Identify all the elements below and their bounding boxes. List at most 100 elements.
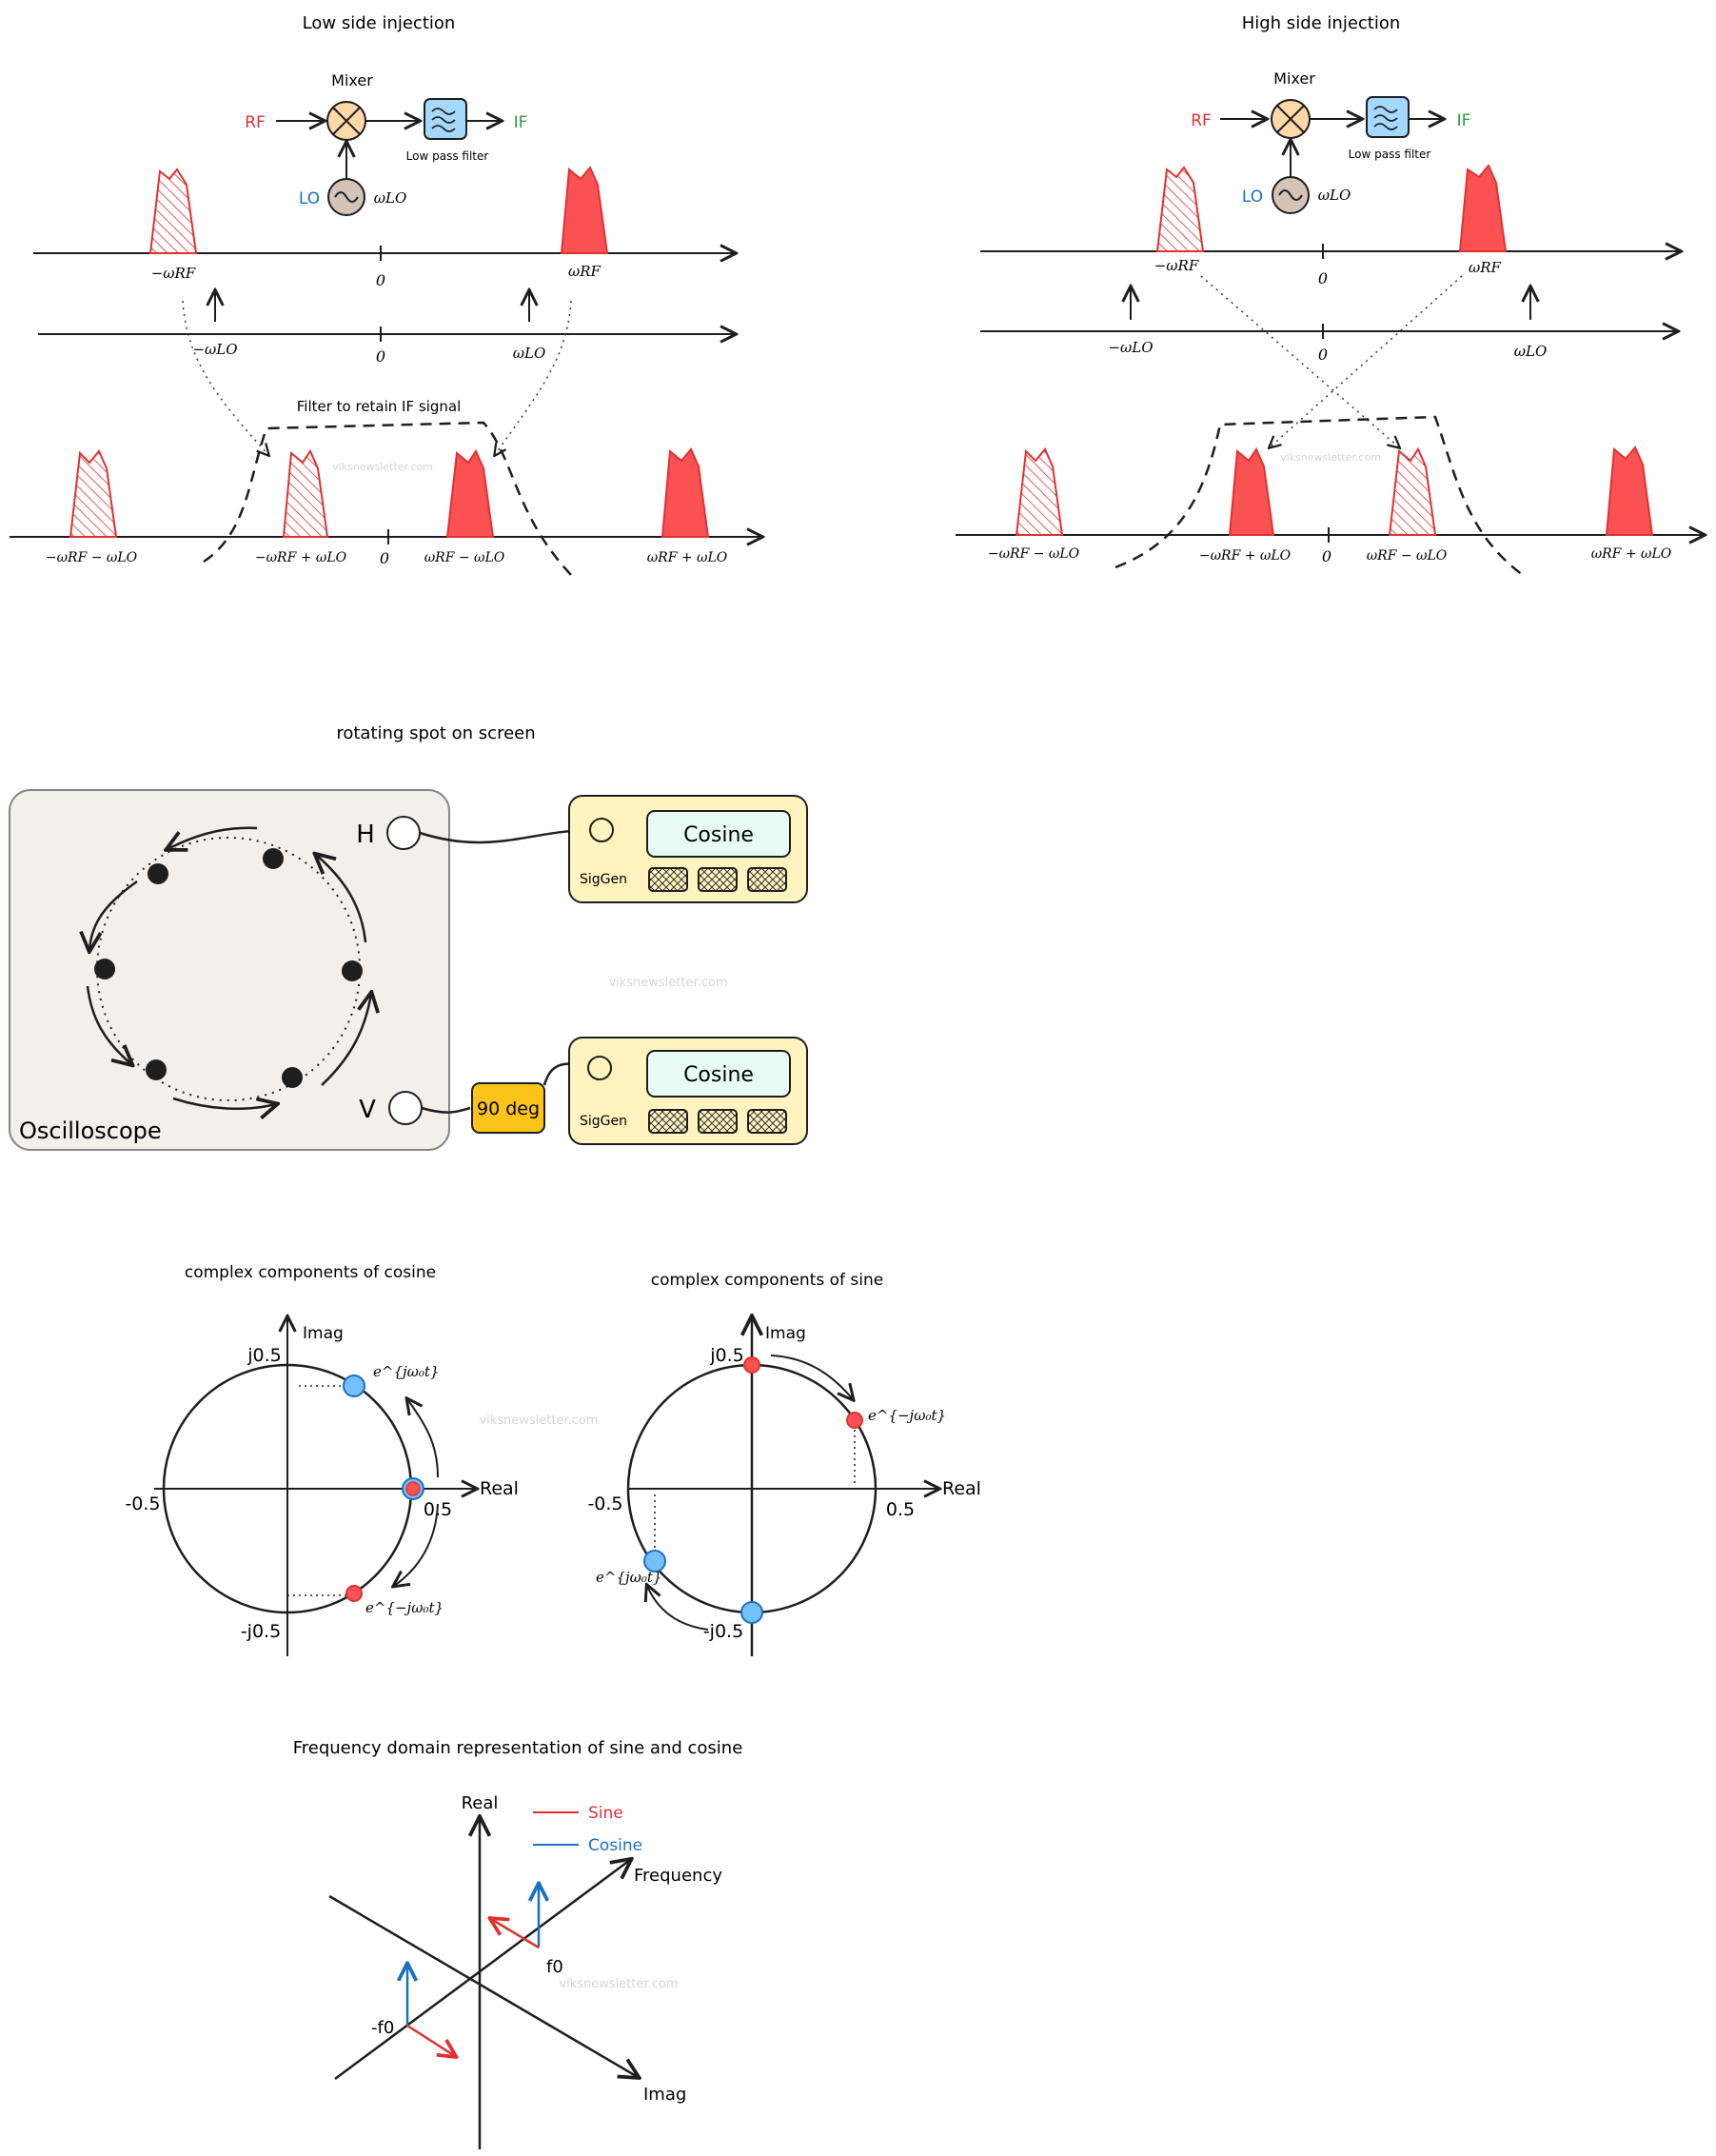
neg-f0-label: -f0: [371, 2018, 394, 2038]
watermark-3: viksnewsletter.com: [608, 976, 727, 990]
phase-label: 90 deg: [477, 1098, 540, 1119]
axis2-zero-label-2: 0: [1318, 346, 1328, 364]
freq-real-label: Real: [462, 1793, 499, 1813]
siggen1-button-1[interactable]: [648, 867, 688, 892]
watermark-2: viksnewsletter.com: [1280, 451, 1381, 464]
axis3-d-label-2: ωRF + ωLO: [1591, 546, 1672, 562]
v-input-label: V: [359, 1096, 376, 1124]
axis2-neg-label-2: −ωLO: [1108, 339, 1153, 356]
rf-label-2: RF: [1191, 111, 1212, 130]
axis2-neg-label: −ωLO: [192, 341, 237, 358]
axis3-a-label-2: −ωRF − ωLO: [988, 546, 1080, 562]
siggen2-button-2[interactable]: [698, 1109, 738, 1134]
siggen2-display: Cosine: [683, 1063, 754, 1087]
sin-pos-label: e^{jω₀t}: [596, 1569, 661, 1586]
axis1-zero-label-2: 0: [1318, 269, 1328, 287]
mixer-label: Mixer: [331, 71, 373, 89]
cos-neg-label: e^{−jω₀t}: [365, 1599, 444, 1616]
watermark-1: viksnewsletter.com: [332, 461, 433, 473]
axis2-pos-label-2: ωLO: [1514, 343, 1548, 360]
h-input-port[interactable]: [386, 816, 421, 850]
siggen2-button-3[interactable]: [747, 1109, 787, 1134]
oscilloscope-label: Oscilloscope: [19, 1118, 162, 1144]
sin-pos-phasor: [643, 1550, 666, 1572]
h-input-label: H: [356, 821, 375, 849]
if-label: IF: [514, 113, 528, 132]
filter-outline: [203, 421, 572, 576]
spectrum-pos-rf: [560, 166, 609, 254]
lowpass-filter-icon: [424, 98, 467, 140]
legend-cosine: Cosine: [588, 1836, 642, 1855]
axis1-neg-label: −ωRF: [151, 265, 196, 282]
sine-left-label: -0.5: [587, 1493, 622, 1514]
signal-generator-2: Cosine SigGen: [568, 1037, 808, 1145]
frequency-domain: Frequency domain representation of sine …: [293, 1738, 743, 2149]
watermark-5: viksnewsletter.com: [559, 1977, 678, 1991]
cosine-components: complex components of cosine Imag Real j…: [125, 1263, 599, 1656]
cosine-real-label: Real: [480, 1478, 519, 1499]
filter-note: Filter to retain IF signal: [297, 398, 462, 415]
axis1-zero-label: 0: [376, 271, 385, 289]
oscilloscope-title: rotating spot on screen: [336, 723, 535, 743]
legend-sine: Sine: [588, 1804, 623, 1823]
siggen1-button-2[interactable]: [698, 867, 738, 892]
freq-title: Frequency domain representation of sine …: [293, 1738, 743, 1758]
axis3-b-label: −ωRF + ωLO: [255, 550, 347, 565]
cos-pos-label: e^{jω₀t}: [373, 1363, 439, 1380]
sine-right-label: 0.5: [886, 1499, 915, 1520]
sine-title: complex components of sine: [651, 1271, 883, 1290]
axis3-c-label: ωRF − ωLO: [424, 550, 505, 565]
signal-generator-1: Cosine SigGen: [568, 795, 808, 903]
freq-imag-label: Imag: [643, 2085, 686, 2105]
omega-lo-label-2: ωLO: [1318, 187, 1351, 204]
sin-neg-label: e^{−jω₀t}: [868, 1407, 946, 1424]
rf-label: RF: [245, 113, 266, 132]
mixer-label-2: Mixer: [1273, 69, 1315, 88]
axis3-c-label-2: ωRF − ωLO: [1367, 548, 1448, 564]
siggen2-button-1[interactable]: [648, 1109, 688, 1134]
axis3-zero-label: 0: [380, 549, 389, 567]
phase-shifter: [471, 1082, 545, 1134]
cos-neg-phasor: [345, 1585, 363, 1602]
spectrum-neg-rf: [148, 168, 198, 254]
axis1-neg-label-2: −ωRF: [1154, 257, 1199, 274]
freq-frequency-label: Frequency: [634, 1866, 722, 1886]
rotation-arrows: [88, 826, 371, 1109]
cosine-left-label: -0.5: [125, 1493, 160, 1514]
lo-label-2: LO: [1242, 188, 1263, 207]
lowpass-filter-icon-2: [1366, 96, 1410, 138]
filter-label-2: Low pass filter: [1349, 148, 1431, 161]
axis3-a-label: −ωRF − ωLO: [46, 550, 138, 565]
mixer-icon: [326, 101, 366, 141]
axis3-b-label-2: −ωRF + ωLO: [1199, 548, 1292, 564]
filter-label: Low pass filter: [406, 149, 489, 163]
oscilloscope-panel: [9, 789, 450, 1151]
mixer-icon-2: [1271, 99, 1311, 139]
siggen1-output-port[interactable]: [589, 818, 614, 842]
axis2-pos-label: ωLO: [513, 345, 546, 362]
axis2-zero-label: 0: [376, 347, 385, 366]
f0-label: f0: [546, 1957, 563, 1977]
freq-legend: Sine Cosine: [533, 1804, 642, 1855]
lo-oscillator-icon: [327, 178, 365, 216]
sine-imag-label: Imag: [765, 1324, 806, 1343]
watermark-4: viksnewsletter.com: [479, 1414, 598, 1428]
if-label-2: IF: [1457, 111, 1471, 130]
sine-real-label: Real: [942, 1478, 981, 1499]
siggen2-output-port[interactable]: [587, 1056, 612, 1080]
rotating-dots: [94, 848, 363, 1088]
sine-bottom-label: -j0.5: [703, 1621, 743, 1642]
high-side-injection: High side injection Mixer RF IF Low pass…: [956, 13, 1704, 577]
siggen1-button-3[interactable]: [747, 867, 787, 892]
sine-components: complex components of sine Imag Real j0.…: [587, 1271, 981, 1656]
v-input-port[interactable]: [388, 1091, 423, 1125]
axis1-pos-label: ωRF: [568, 263, 602, 280]
sin-neg-phasor: [846, 1412, 863, 1429]
axis3-zero-label-2: 0: [1322, 547, 1331, 565]
cosine-bottom-label: -j0.5: [241, 1621, 281, 1642]
cosine-title: complex components of cosine: [185, 1263, 436, 1282]
omega-lo-label: ωLO: [374, 189, 407, 207]
axis3-d-label: ωRF + ωLO: [647, 550, 728, 565]
cosine-imag-label: Imag: [303, 1324, 344, 1343]
